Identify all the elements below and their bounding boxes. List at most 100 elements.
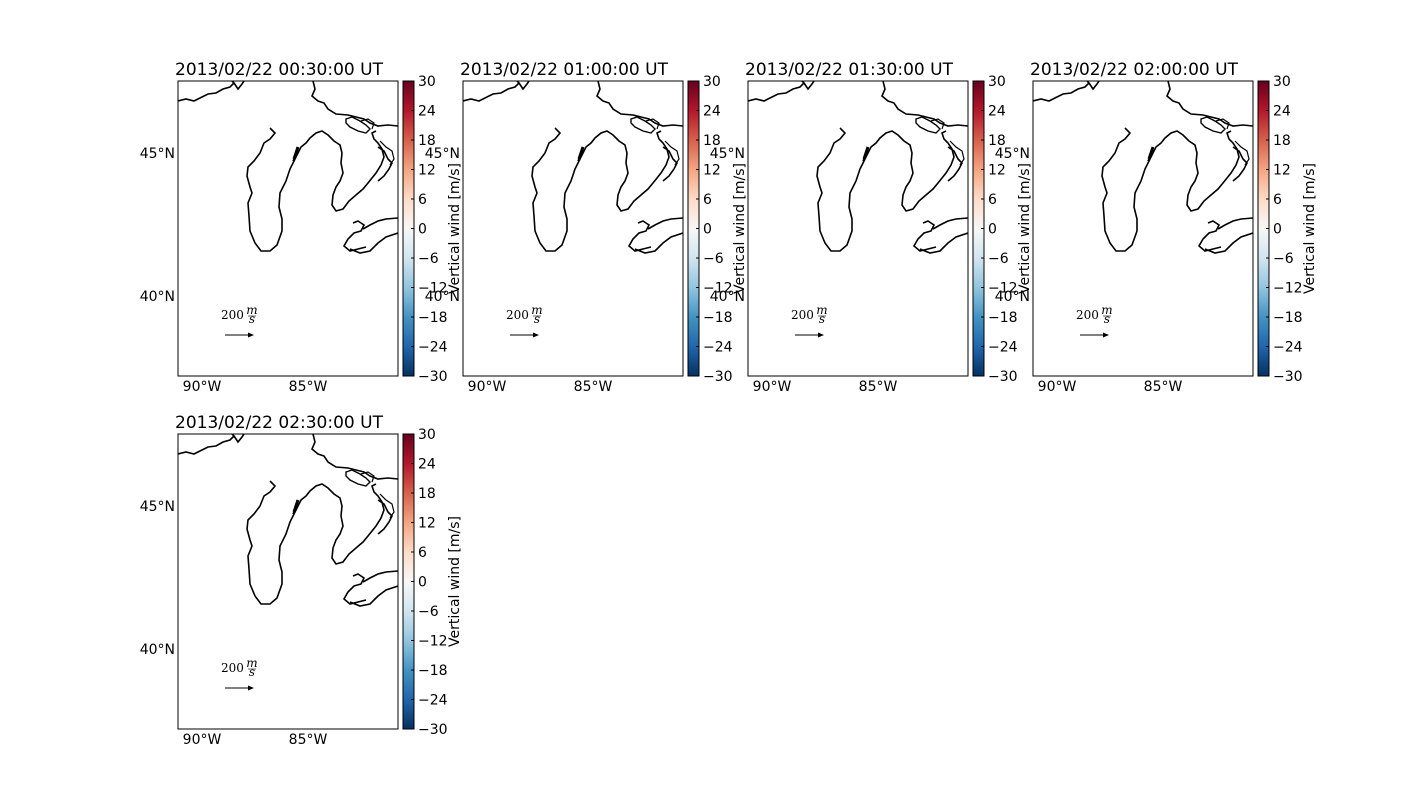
coastline: [1033, 81, 1253, 255]
colorbar-tick-label: −18: [1273, 310, 1303, 326]
map-panel-2: 2013/02/22 01:00:00 UT 45°N 40°N 90°W 85°W 20…: [425, 60, 748, 395]
colorbar-tick-label: 24: [703, 104, 721, 120]
colorbar-tick-label: 6: [418, 192, 427, 208]
quiver-key-arrow-head: [1103, 332, 1109, 338]
colorbar-tick-label: 12: [418, 163, 436, 179]
colorbar-tick-label: 6: [988, 192, 997, 208]
colorbar-tick-label: −18: [703, 310, 733, 326]
colorbar-label: Vertical wind [m/s]: [1302, 163, 1318, 294]
colorbar-label: Vertical wind [m/s]: [447, 516, 463, 647]
lon-tick-label: 90°W: [183, 732, 222, 748]
colorbar-tick-label: 0: [988, 222, 997, 238]
quiver-key-unit-den: s: [1104, 312, 1110, 326]
coastline: [178, 81, 398, 255]
panel-title: 2013/02/22 02:30:00 UT: [175, 413, 384, 433]
colorbar-tick-label: −6: [1273, 251, 1294, 267]
colorbar-tick-label: −6: [703, 251, 724, 267]
map-panel-1: 2013/02/22 00:30:00 UT 45°N 40°N 90°W 85°W 20…: [140, 60, 463, 395]
colorbar-tick-label: 18: [703, 133, 721, 149]
colorbar-tick-label: 6: [1273, 192, 1282, 208]
map-frame: [1032, 80, 1254, 377]
quiver-key-unit-num: m: [246, 303, 257, 317]
panel-title: 2013/02/22 00:30:00 UT: [175, 60, 384, 80]
colorbar-tick-label: 12: [703, 163, 721, 179]
colorbar-tick-label: 6: [703, 192, 712, 208]
colorbar-tick-label: 0: [418, 222, 427, 238]
colorbar-tick-label: −12: [418, 281, 448, 297]
lat-tick-label: 45°N: [425, 146, 460, 162]
map-frame: [177, 80, 399, 377]
map-frame: [462, 80, 684, 377]
map-frame: [177, 433, 399, 730]
colorbar-tick-label: 30: [418, 427, 436, 443]
coastline-shape: [748, 81, 968, 255]
map-panel-4: 2013/02/22 02:00:00 UT 45°N 40°N 90°W 85°W 20…: [995, 60, 1318, 395]
lat-tick-label: 40°N: [995, 289, 1030, 305]
colorbar-tick-label: 24: [988, 104, 1006, 120]
quiver-key: 200 ms: [791, 303, 828, 338]
quiver-key-unit-den: s: [249, 312, 255, 326]
colorbar-tick-label: −6: [418, 251, 439, 267]
coastline-shape: [178, 81, 398, 255]
quiver-key: 200 ms: [221, 303, 258, 338]
colorbar-tick-label: 12: [418, 516, 436, 532]
colorbar-tick-label: −24: [988, 340, 1018, 356]
quiver-key-unit-num: m: [1101, 303, 1112, 317]
coastline: [748, 81, 968, 255]
panel-title: 2013/02/22 01:30:00 UT: [745, 60, 954, 80]
colorbar-tick-label: −12: [703, 281, 733, 297]
colorbar-tick-label: 30: [703, 74, 721, 90]
lon-tick-label: 85°W: [289, 379, 328, 395]
colorbar-tick-label: −30: [988, 369, 1018, 385]
colorbar-tick-label: −12: [988, 281, 1018, 297]
lon-tick-label: 90°W: [183, 379, 222, 395]
quiver-key: 200 ms: [506, 303, 543, 338]
lat-tick-label: 45°N: [995, 146, 1030, 162]
colorbar-tick-label: −30: [418, 722, 448, 738]
colorbar-tick-label: 18: [418, 133, 436, 149]
colorbar-tick-label: 18: [1273, 133, 1291, 149]
lat-tick-label: 40°N: [710, 289, 745, 305]
lon-tick-label: 85°W: [1144, 379, 1183, 395]
lat-tick-label: 40°N: [140, 289, 175, 305]
colorbar-tick-label: 30: [418, 74, 436, 90]
map-frame: [747, 80, 969, 377]
colorbar-tick-label: 30: [1273, 74, 1291, 90]
lon-tick-label: 90°W: [468, 379, 507, 395]
colorbar-tick-label: 0: [418, 575, 427, 591]
quiver-key-unit-num: m: [246, 656, 257, 670]
quiver-key-unit-den: s: [819, 312, 825, 326]
colorbar-tick-label: −6: [988, 251, 1009, 267]
map-panel-5: 2013/02/22 02:30:00 UT 45°N 40°N 90°W 85°W 20…: [140, 413, 463, 748]
colorbar-tick-label: −18: [418, 310, 448, 326]
colorbar-tick-label: 0: [703, 222, 712, 238]
colorbar-tick-label: −18: [418, 663, 448, 679]
lon-tick-label: 85°W: [289, 732, 328, 748]
coastline-shape: [463, 81, 683, 255]
quiver-key-value: 200: [1076, 308, 1099, 322]
colorbar-label: Vertical wind [m/s]: [447, 163, 463, 294]
quiver-key-unit-num: m: [816, 303, 827, 317]
colorbar-tick-label: −24: [418, 340, 448, 356]
lon-tick-label: 90°W: [753, 379, 792, 395]
panel-title: 2013/02/22 01:00:00 UT: [460, 60, 669, 80]
lat-tick-label: 45°N: [140, 146, 175, 162]
lat-tick-label: 40°N: [425, 289, 460, 305]
colorbar-tick-label: 6: [418, 545, 427, 561]
quiver-key: 200 ms: [221, 656, 258, 691]
quiver-key-arrow-head: [248, 685, 254, 691]
panels: 2013/02/22 00:30:00 UT 45°N 40°N 90°W 85°W 20…: [140, 60, 1318, 748]
colorbar-tick-label: −6: [418, 604, 439, 620]
quiver-key-arrow-head: [533, 332, 539, 338]
colorbar-tick-label: 18: [418, 486, 436, 502]
colorbar-tick-label: 30: [988, 74, 1006, 90]
coastline: [463, 81, 683, 255]
colorbar-tick-label: 24: [418, 104, 436, 120]
colorbar-tick-label: −30: [418, 369, 448, 385]
colorbar-label: Vertical wind [m/s]: [1017, 163, 1033, 294]
quiver-key: 200 ms: [1076, 303, 1113, 338]
colorbar-tick-label: −24: [418, 693, 448, 709]
quiver-key-value: 200: [221, 308, 244, 322]
colorbar-tick-label: 0: [1273, 222, 1282, 238]
